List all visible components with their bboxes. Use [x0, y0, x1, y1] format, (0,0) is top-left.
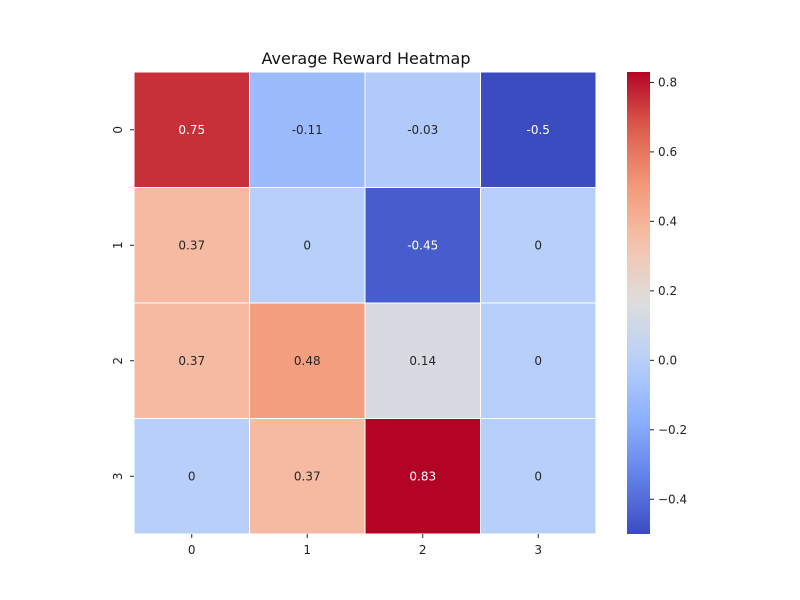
colorbar: −0.4 −0.2 0.0 0.2 0.4 0.6 0.8 [627, 72, 687, 534]
cell-value-label-r1-c2: -0.45 [407, 238, 438, 252]
y-axis-ticks: 0 1 2 3 [111, 126, 134, 480]
heatmap-cell-r1-c1 [249, 187, 366, 304]
heatmap-cell-r0-c0 [133, 71, 250, 188]
cell-value-label-r0-c0: 0.75 [178, 123, 205, 137]
x-tick-label-1: 1 [303, 543, 311, 557]
colorbar-tick-label-1: −0.2 [658, 423, 687, 437]
heatmap-cell-r0-c3 [480, 71, 597, 188]
heatmap-cell-r3-c3 [480, 418, 597, 535]
chart-title: Average Reward Heatmap [262, 49, 471, 68]
colorbar-tick-label-2: 0.0 [658, 353, 677, 367]
cell-value-label-r0-c3: -0.5 [527, 123, 550, 137]
heatmap-cells: 0.75 -0.11 -0.03 -0.5 0.37 0 -0.45 0 0.37 0.48 0.1… [133, 71, 597, 535]
cell-value-label-r1-c3: 0 [534, 238, 542, 252]
colorbar-tick-label-3: 0.2 [658, 284, 677, 298]
cell-value-label-r3-c3: 0 [534, 469, 542, 483]
cell-value-label-r0-c1: -0.11 [292, 123, 323, 137]
x-tick-label-3: 3 [534, 543, 542, 557]
colorbar-gradient [627, 72, 650, 534]
heatmap-cell-r3-c1 [249, 418, 366, 535]
colorbar-tick-label-5: 0.6 [658, 145, 677, 159]
heatmap-cell-r3-c0 [133, 418, 250, 535]
cell-value-label-r2-c2: 0.14 [409, 354, 436, 368]
x-tick-label-2: 2 [419, 543, 427, 557]
heatmap-cell-r1-c0 [133, 187, 250, 304]
heatmap-cell-r0-c1 [249, 71, 366, 188]
y-tick-label-1: 1 [111, 241, 125, 249]
heatmap-cell-r2-c3 [480, 302, 597, 419]
cell-value-label-r1-c0: 0.37 [178, 238, 205, 252]
heatmap-cell-r3-c2 [364, 418, 481, 535]
cell-value-label-r0-c2: -0.03 [407, 123, 438, 137]
cell-value-label-r2-c0: 0.37 [178, 354, 205, 368]
y-tick-label-0: 0 [111, 126, 125, 134]
y-tick-label-2: 2 [111, 357, 125, 365]
cell-value-label-r2-c1: 0.48 [294, 354, 321, 368]
cell-value-label-r2-c3: 0 [534, 354, 542, 368]
y-tick-label-3: 3 [111, 472, 125, 480]
x-tick-label-0: 0 [188, 543, 196, 557]
cell-value-label-r3-c1: 0.37 [294, 469, 321, 483]
cell-value-label-r3-c2: 0.83 [409, 469, 436, 483]
colorbar-tick-label-0: −0.4 [658, 492, 687, 506]
x-axis-ticks: 0 1 2 3 [188, 534, 542, 557]
cell-value-label-r1-c1: 0 [303, 238, 311, 252]
colorbar-tick-label-6: 0.8 [658, 75, 677, 89]
heatmap-cell-r0-c2 [364, 71, 481, 188]
heatmap-cell-r2-c1 [249, 302, 366, 419]
heatmap-cell-r1-c3 [480, 187, 597, 304]
colorbar-tick-label-4: 0.4 [658, 214, 677, 228]
cell-value-label-r3-c0: 0 [188, 469, 196, 483]
